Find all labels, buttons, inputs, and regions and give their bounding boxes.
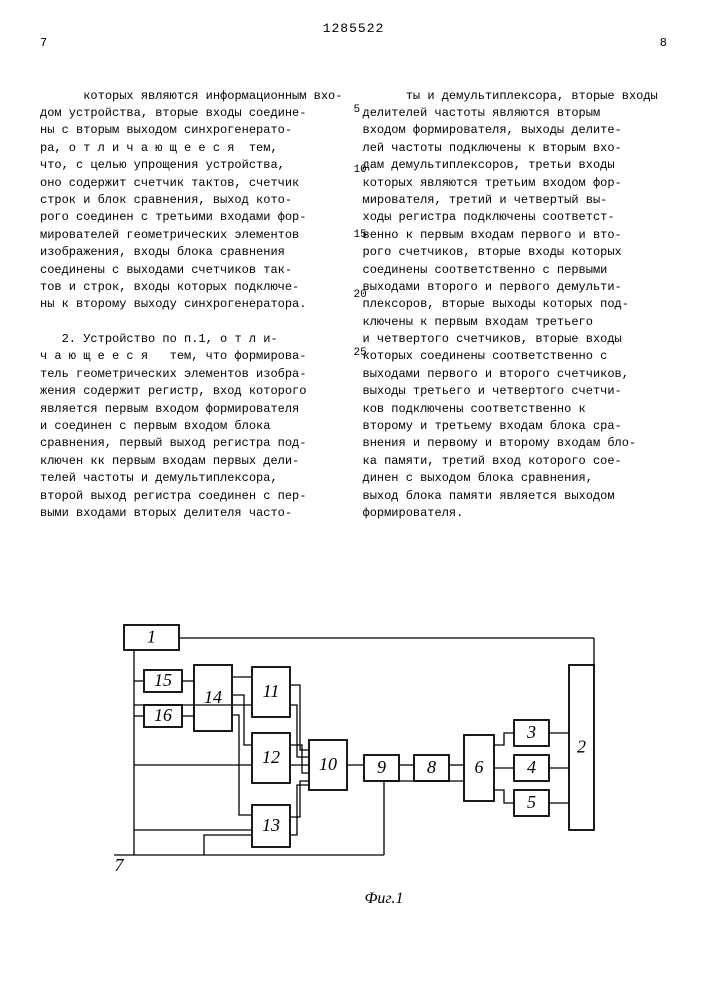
col-num-left: 7 (40, 35, 47, 52)
block-diagram-svg: 1 15 16 14 11 12 13 10 9 8 6 3 4 5 2 7 Фиг.1 (84, 590, 624, 930)
block-label-11: 11 (262, 681, 279, 701)
block-label-15: 15 (154, 670, 172, 690)
left-column: 7 которых являются информационным вхо- д… (40, 53, 345, 540)
block-label-4: 4 (527, 757, 536, 777)
block-label-10: 10 (319, 754, 337, 774)
boxes: 1 15 16 14 11 12 13 10 9 8 6 3 4 5 2 (124, 625, 594, 847)
wire (290, 781, 309, 817)
line-num-5: 5 (354, 103, 361, 119)
wire (179, 638, 594, 665)
wire (384, 781, 464, 855)
wire (494, 733, 514, 745)
block-label-2: 2 (577, 736, 586, 756)
right-column: 8 ты и демультиплексора, вторые входы де… (363, 53, 668, 540)
block-label-9: 9 (377, 757, 386, 777)
block-label-6: 6 (474, 757, 483, 777)
block-label-14: 14 (204, 687, 222, 707)
figure-caption: Фиг.1 (364, 890, 403, 907)
col-num-right: 8 (660, 35, 667, 52)
block-label-3: 3 (526, 722, 536, 742)
block-label-5: 5 (527, 792, 536, 812)
block-label-8: 8 (427, 757, 436, 777)
doc-number: 1285522 (40, 20, 667, 39)
block-label-13: 13 (262, 815, 280, 835)
wire (232, 695, 252, 745)
block-label-16: 16 (154, 705, 172, 725)
bus-label-7: 7 (114, 855, 124, 875)
text-columns: 7 которых являются информационным вхо- д… (40, 53, 667, 540)
figure-1: 1 15 16 14 11 12 13 10 9 8 6 3 4 5 2 7 Фиг.1 (40, 590, 667, 930)
wire (204, 835, 252, 855)
block-label-1: 1 (147, 626, 156, 646)
right-column-text: ты и демультиплексора, вторые входы дели… (363, 89, 658, 520)
wire (494, 790, 514, 803)
left-column-text: которых являются информационным вхо- дом… (40, 89, 342, 520)
wire (290, 685, 309, 750)
wire (290, 765, 309, 773)
block-label-12: 12 (262, 747, 280, 767)
